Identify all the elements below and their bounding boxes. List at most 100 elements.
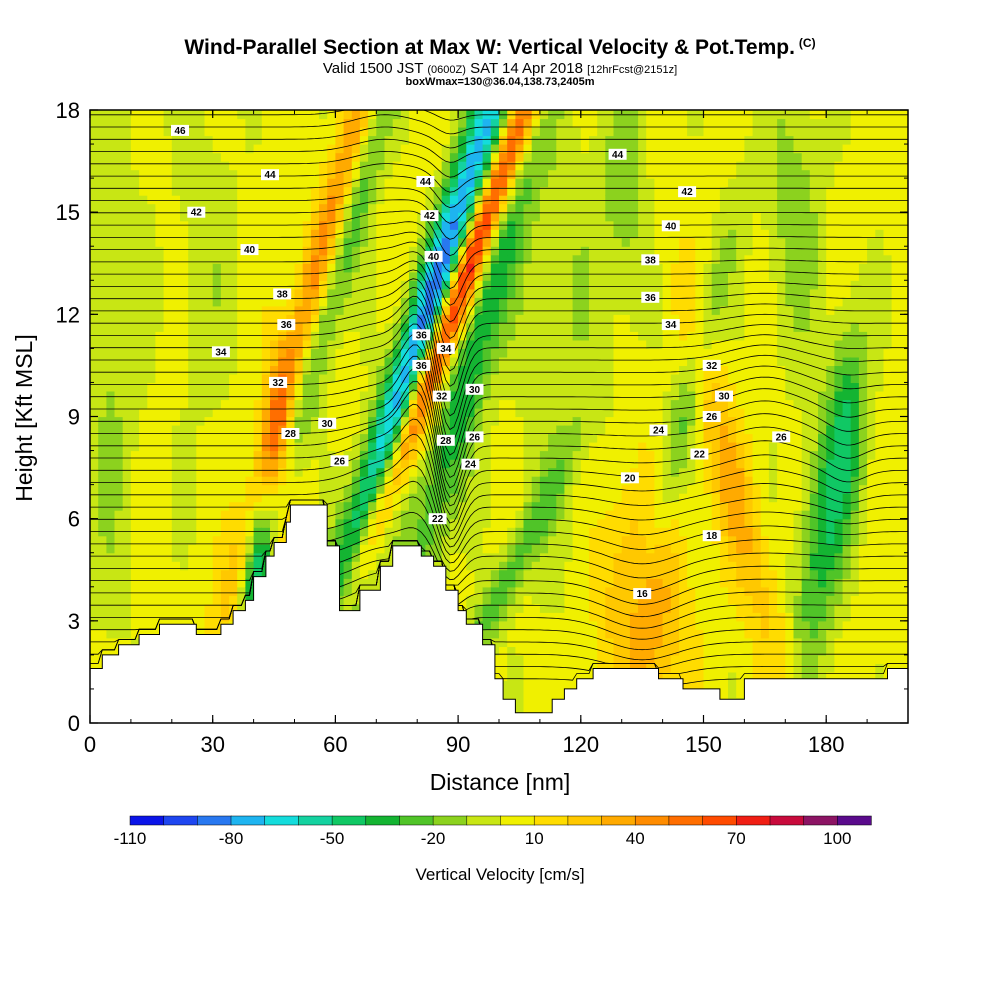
w-cell bbox=[580, 203, 590, 213]
w-cell bbox=[507, 373, 516, 383]
w-cell bbox=[294, 339, 304, 349]
w-cell bbox=[490, 561, 500, 571]
w-cell bbox=[359, 297, 369, 307]
w-cell bbox=[229, 339, 238, 349]
w-cell bbox=[556, 544, 566, 554]
w-cell bbox=[384, 135, 394, 145]
w-cell bbox=[139, 399, 148, 409]
w-cell bbox=[343, 271, 353, 281]
w-cell bbox=[351, 459, 361, 469]
w-cell bbox=[335, 220, 345, 230]
w-cell bbox=[539, 450, 549, 460]
w-cell bbox=[384, 399, 394, 409]
w-cell bbox=[319, 348, 328, 358]
w-cell bbox=[196, 169, 206, 179]
w-cell bbox=[621, 586, 631, 596]
w-cell bbox=[351, 110, 361, 120]
w-cell bbox=[556, 518, 566, 528]
w-cell bbox=[539, 663, 549, 673]
w-cell bbox=[335, 246, 345, 256]
w-cell bbox=[122, 629, 132, 639]
w-cell bbox=[188, 178, 197, 188]
w-cell bbox=[310, 280, 320, 290]
w-cell bbox=[523, 484, 533, 494]
w-cell bbox=[147, 118, 157, 128]
w-cell bbox=[638, 246, 647, 256]
w-cell bbox=[368, 416, 377, 426]
w-cell bbox=[114, 280, 124, 290]
w-cell bbox=[196, 484, 206, 494]
w-cell bbox=[376, 450, 386, 460]
w-cell bbox=[286, 229, 296, 239]
w-cell bbox=[278, 535, 287, 545]
w-cell bbox=[368, 118, 377, 128]
w-cell bbox=[523, 476, 533, 486]
w-cell bbox=[130, 501, 140, 511]
w-cell bbox=[392, 527, 402, 537]
w-cell bbox=[147, 373, 157, 383]
w-cell bbox=[163, 450, 173, 460]
w-cell bbox=[147, 595, 157, 605]
w-cell bbox=[261, 314, 271, 324]
w-cell bbox=[556, 637, 566, 647]
w-cell bbox=[114, 331, 124, 341]
w-cell bbox=[466, 118, 476, 128]
w-cell bbox=[147, 552, 157, 562]
w-cell bbox=[605, 595, 615, 605]
w-cell bbox=[220, 382, 230, 392]
w-cell bbox=[466, 263, 476, 273]
w-cell bbox=[539, 654, 549, 664]
w-cell bbox=[278, 476, 287, 486]
w-cell bbox=[90, 442, 99, 452]
w-cell bbox=[638, 195, 647, 205]
w-cell bbox=[646, 118, 655, 128]
w-cell bbox=[327, 195, 336, 205]
w-cell bbox=[90, 603, 99, 613]
w-cell bbox=[597, 178, 606, 188]
w-cell bbox=[319, 339, 328, 349]
w-cell bbox=[261, 322, 271, 332]
w-cell bbox=[499, 535, 508, 545]
w-cell bbox=[548, 399, 557, 409]
w-cell bbox=[629, 365, 639, 375]
w-cell bbox=[572, 612, 582, 622]
w-cell bbox=[482, 399, 492, 409]
w-cell bbox=[359, 152, 369, 162]
w-cell bbox=[458, 552, 467, 562]
w-cell bbox=[384, 535, 394, 545]
w-cell bbox=[114, 561, 124, 571]
w-cell bbox=[302, 178, 312, 188]
w-cell bbox=[490, 365, 500, 375]
w-cell bbox=[188, 288, 197, 298]
w-cell bbox=[98, 544, 107, 554]
w-cell bbox=[539, 314, 549, 324]
w-cell bbox=[171, 322, 181, 332]
w-cell bbox=[499, 603, 508, 613]
w-cell bbox=[204, 237, 214, 247]
w-cell bbox=[515, 697, 525, 707]
w-cell bbox=[278, 178, 287, 188]
w-cell bbox=[155, 603, 165, 613]
w-cell bbox=[548, 178, 557, 188]
w-cell bbox=[196, 569, 206, 579]
w-cell bbox=[237, 433, 246, 443]
w-cell bbox=[392, 127, 402, 137]
w-cell bbox=[572, 646, 582, 656]
w-cell bbox=[449, 356, 459, 366]
w-cell bbox=[621, 637, 631, 647]
w-cell bbox=[122, 203, 132, 213]
w-cell bbox=[351, 552, 361, 562]
w-cell bbox=[646, 433, 655, 443]
w-cell bbox=[327, 373, 336, 383]
w-cell bbox=[163, 152, 173, 162]
w-cell bbox=[597, 195, 606, 205]
w-cell bbox=[433, 527, 443, 537]
w-cell bbox=[155, 595, 165, 605]
w-cell bbox=[425, 280, 435, 290]
w-cell bbox=[130, 373, 140, 383]
w-cell bbox=[106, 203, 116, 213]
w-cell bbox=[139, 365, 148, 375]
w-cell bbox=[629, 382, 639, 392]
w-cell bbox=[212, 382, 222, 392]
w-cell bbox=[368, 552, 377, 562]
